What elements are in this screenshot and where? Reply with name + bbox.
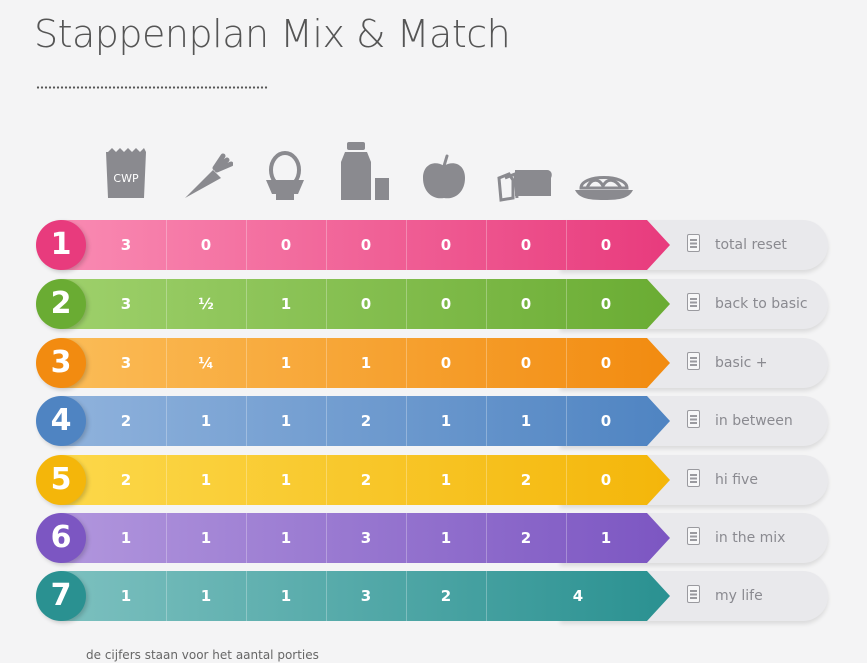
portion-cell: 0 xyxy=(486,220,566,270)
portion-cell: 0 xyxy=(486,338,566,388)
portion-cell: 1 xyxy=(166,396,246,446)
level-label: hi five xyxy=(715,472,758,488)
portion-cell: 0 xyxy=(326,220,406,270)
portion-cell: 0 xyxy=(566,338,646,388)
portion-cell: 3 xyxy=(326,513,406,563)
level-row[interactable]: hi five 2 1 1 2 1 2 0 5 xyxy=(0,455,867,505)
portion-cell: 0 xyxy=(406,220,486,270)
level-label: in the mix xyxy=(715,530,786,546)
portion-cell: 1 xyxy=(246,338,326,388)
level-number-badge: 2 xyxy=(36,279,86,329)
level-number-badge: 7 xyxy=(36,571,86,621)
carrot-icon xyxy=(171,132,241,202)
portion-cell: 1 xyxy=(566,513,646,563)
portion-cell: 0 xyxy=(486,279,566,329)
level-row[interactable]: basic +3 ¼ 1 1 0 0 0 3 xyxy=(0,338,867,388)
pasta-icon xyxy=(569,132,639,202)
level-label: my life xyxy=(715,588,763,604)
portion-cell: 4 xyxy=(486,571,670,621)
portion-cell: 2 xyxy=(120,412,132,430)
portion-cell: 3 xyxy=(120,354,132,372)
portion-cell: 0 xyxy=(566,279,646,329)
portion-cell: 3 xyxy=(326,571,406,621)
portion-cell: 0 xyxy=(246,220,326,270)
portion-cell: 0 xyxy=(326,279,406,329)
document-icon xyxy=(687,585,700,603)
portion-cell: 2 xyxy=(486,455,566,505)
portion-cell: 1 xyxy=(246,571,326,621)
portion-cell: ½ xyxy=(166,279,246,329)
level-row[interactable]: in the mix 1 1 1 3 1 2 1 6 xyxy=(0,513,867,563)
portion-cell: 2 xyxy=(406,571,486,621)
portion-cell: 0 xyxy=(566,220,646,270)
svg-text:CWP: CWP xyxy=(113,172,139,185)
portion-cell: 1 xyxy=(486,396,566,446)
portion-cell: 0 xyxy=(566,396,646,446)
portion-cell: 1 xyxy=(406,455,486,505)
apple-icon xyxy=(409,132,479,202)
document-icon xyxy=(687,527,700,545)
portion-cell: 2 xyxy=(326,455,406,505)
portion-cell: 1 xyxy=(246,396,326,446)
page-title: Stappenplan Mix & Match xyxy=(34,12,511,56)
level-label: basic + xyxy=(715,355,768,371)
document-icon xyxy=(687,293,700,311)
portion-cell: 0 xyxy=(566,455,646,505)
portion-cell: 0 xyxy=(166,220,246,270)
document-icon xyxy=(687,352,700,370)
portion-cell: 1 xyxy=(166,513,246,563)
level-label: back to basic xyxy=(715,296,808,312)
portion-cell: 2 xyxy=(486,513,566,563)
level-label: total reset xyxy=(715,237,787,253)
portion-cell: 1 xyxy=(120,529,132,547)
level-row[interactable]: in between 2 1 1 2 1 1 0 4 xyxy=(0,396,867,446)
portion-cell: 0 xyxy=(406,279,486,329)
level-label: in between xyxy=(715,413,793,429)
level-number-badge: 4 xyxy=(36,396,86,446)
bread-icon xyxy=(489,132,559,202)
document-icon xyxy=(687,234,700,252)
level-number-badge: 6 xyxy=(36,513,86,563)
level-number-badge: 1 xyxy=(36,220,86,270)
portion-cell: 1 xyxy=(246,513,326,563)
portion-cell: 3 xyxy=(120,295,132,313)
portion-cell: 1 xyxy=(246,279,326,329)
portion-cell: 1 xyxy=(406,396,486,446)
level-number-badge: 5 xyxy=(36,455,86,505)
level-row[interactable]: back to basic 3 ½ 1 0 0 0 0 2 xyxy=(0,279,867,329)
portion-cell: 3 xyxy=(120,236,132,254)
level-row[interactable]: total reset 3 0 0 0 0 0 0 1 xyxy=(0,220,867,270)
portion-cell: 1 xyxy=(406,513,486,563)
portion-cell: 1 xyxy=(166,455,246,505)
portion-cell: 1 xyxy=(166,571,246,621)
document-icon xyxy=(687,410,700,428)
portion-cell: 1 xyxy=(120,587,132,605)
portion-cell: 0 xyxy=(406,338,486,388)
portion-cell: 2 xyxy=(326,396,406,446)
portion-cell: ¼ xyxy=(166,338,246,388)
portion-cell: 1 xyxy=(246,455,326,505)
level-number-badge: 3 xyxy=(36,338,86,388)
portion-cell: 1 xyxy=(326,338,406,388)
portion-cell: 2 xyxy=(120,471,132,489)
cwp-bag-icon: CWP xyxy=(91,132,161,202)
level-row[interactable]: my life 1 1 1 3 2 4 7 xyxy=(0,571,867,621)
egg-icon xyxy=(250,132,320,202)
footnote: de cijfers staan voor het aantal porties xyxy=(86,648,319,662)
milk-icon xyxy=(330,132,400,202)
document-icon xyxy=(687,469,700,487)
dotted-divider xyxy=(36,86,268,89)
